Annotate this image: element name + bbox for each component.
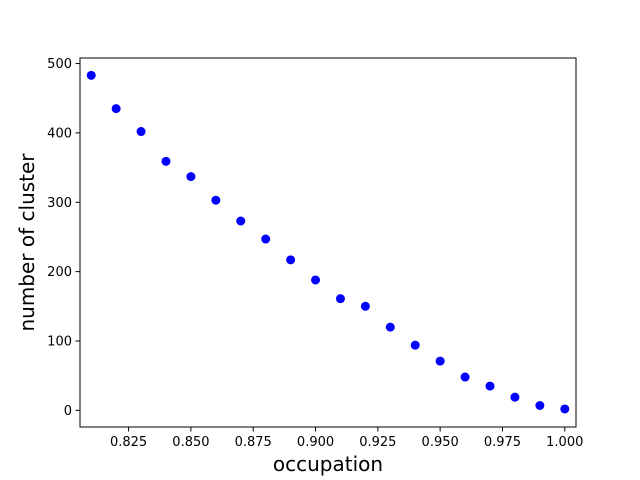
x-tick-label: 0.900 <box>297 435 334 450</box>
x-axis-ticks: 0.825 0.850 0.875 0.900 0.925 0.950 0.975 1.000 <box>110 427 583 450</box>
y-axis-ticks: 0 100 200 300 400 500 <box>47 57 80 419</box>
data-point <box>86 70 96 80</box>
data-point <box>460 372 470 382</box>
data-point <box>335 294 345 304</box>
data-point <box>161 156 171 166</box>
y-tick-label: 200 <box>47 265 72 280</box>
data-point <box>535 401 545 410</box>
x-tick-label: 0.875 <box>235 435 272 450</box>
data-point <box>510 392 520 402</box>
data-point <box>560 404 570 414</box>
plot-area <box>80 58 576 427</box>
y-tick-label: 500 <box>47 57 72 72</box>
x-tick-label: 0.825 <box>110 435 147 450</box>
data-point <box>186 172 196 182</box>
x-tick-label: 0.975 <box>484 435 521 450</box>
data-point <box>410 340 420 350</box>
data-point <box>111 104 121 114</box>
data-point <box>360 301 370 311</box>
data-point <box>136 127 146 137</box>
x-tick-label: 0.850 <box>172 435 209 450</box>
data-point <box>485 381 495 391</box>
data-point <box>261 234 271 244</box>
y-tick-label: 100 <box>47 334 72 349</box>
data-point <box>286 255 296 265</box>
plot-frame <box>79 57 577 428</box>
x-axis-label: occupation <box>273 452 383 476</box>
data-points <box>86 70 570 414</box>
data-point <box>236 216 246 226</box>
data-point <box>211 195 221 205</box>
data-point <box>385 322 395 332</box>
data-point <box>435 356 445 366</box>
y-axis-label: number of cluster <box>15 153 39 332</box>
y-tick-label: 400 <box>47 126 72 141</box>
x-tick-label: 0.950 <box>422 435 459 450</box>
y-tick-label: 300 <box>47 196 72 211</box>
x-tick-label: 0.925 <box>359 435 396 450</box>
x-tick-label: 1.000 <box>546 435 583 450</box>
data-point <box>311 275 321 285</box>
y-tick-label: 0 <box>64 404 72 419</box>
